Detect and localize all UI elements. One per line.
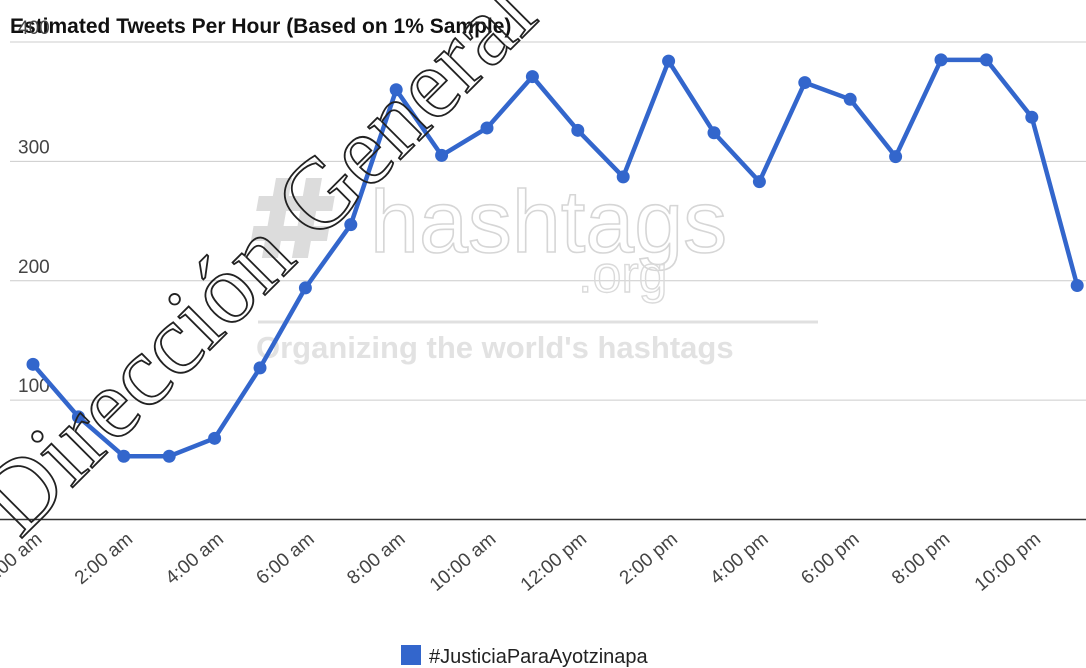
x-tick-label: 4:00 pm bbox=[707, 529, 773, 589]
data-point[interactable] bbox=[752, 175, 766, 189]
data-point[interactable] bbox=[979, 53, 993, 67]
data-point[interactable] bbox=[208, 431, 222, 445]
data-point[interactable] bbox=[389, 83, 403, 97]
data-point[interactable] bbox=[843, 92, 857, 106]
data-point[interactable] bbox=[298, 281, 312, 295]
y-tick-label: 400 bbox=[18, 18, 50, 39]
watermark-brand: hashtags bbox=[370, 172, 727, 271]
data-point[interactable] bbox=[571, 123, 585, 137]
legend-swatch bbox=[401, 645, 421, 665]
y-axis-ticks: 100 200 300 400 bbox=[18, 18, 50, 397]
y-tick-label: 300 bbox=[18, 137, 50, 158]
data-point[interactable] bbox=[435, 148, 449, 162]
x-axis-ticks: 0:00 am 2:00 am 4:00 am 6:00 am 8:00 am 10:00… bbox=[0, 529, 1045, 596]
series-justicia bbox=[26, 53, 1084, 463]
y-tick-label: 200 bbox=[18, 257, 50, 278]
data-point[interactable] bbox=[889, 150, 903, 164]
data-point[interactable] bbox=[162, 449, 176, 463]
x-tick-label: 8:00 am bbox=[343, 529, 409, 589]
x-tick-label: 2:00 pm bbox=[616, 529, 682, 589]
x-tick-label: 6:00 pm bbox=[797, 529, 863, 589]
data-point[interactable] bbox=[1025, 110, 1039, 124]
overlay-watermark: Dirección General bbox=[0, 0, 556, 556]
data-point[interactable] bbox=[798, 76, 812, 90]
data-point[interactable] bbox=[707, 126, 721, 140]
legend-label: #JusticiaParaAyotzinapa bbox=[429, 646, 649, 668]
data-point[interactable] bbox=[71, 410, 85, 424]
x-tick-label: 4:00 am bbox=[162, 529, 228, 589]
data-point[interactable] bbox=[525, 70, 539, 84]
chart-title: Estimated Tweets Per Hour (Based on 1% S… bbox=[10, 15, 511, 38]
data-point[interactable] bbox=[480, 121, 494, 135]
data-point[interactable] bbox=[253, 361, 267, 375]
y-tick-label: 100 bbox=[18, 376, 50, 397]
data-point[interactable] bbox=[117, 449, 131, 463]
gridlines bbox=[10, 41, 1086, 401]
x-tick-label: 12:00 pm bbox=[517, 529, 591, 596]
x-tick-label: 8:00 pm bbox=[888, 529, 954, 589]
x-tick-label: 6:00 am bbox=[253, 529, 319, 589]
data-point[interactable] bbox=[26, 357, 40, 371]
x-tick-label: 10:00 am bbox=[426, 529, 500, 596]
data-point[interactable] bbox=[662, 54, 676, 68]
x-tick-label: 2:00 am bbox=[71, 529, 137, 589]
data-point[interactable] bbox=[934, 53, 948, 67]
hashtag-logo-icon bbox=[250, 178, 335, 258]
legend[interactable]: #JusticiaParaAyotzinapa bbox=[401, 645, 649, 668]
x-tick-label: 10:00 pm bbox=[971, 529, 1045, 596]
watermark-domain: .org bbox=[578, 246, 668, 304]
series-line bbox=[30, 57, 1080, 459]
data-point[interactable] bbox=[344, 218, 358, 232]
hashtags-watermark: hashtags .org Organizing the world's has… bbox=[250, 171, 818, 365]
watermark-tagline: Organizing the world's hashtags bbox=[256, 330, 734, 365]
data-point[interactable] bbox=[1070, 279, 1084, 293]
data-point[interactable] bbox=[616, 170, 630, 184]
